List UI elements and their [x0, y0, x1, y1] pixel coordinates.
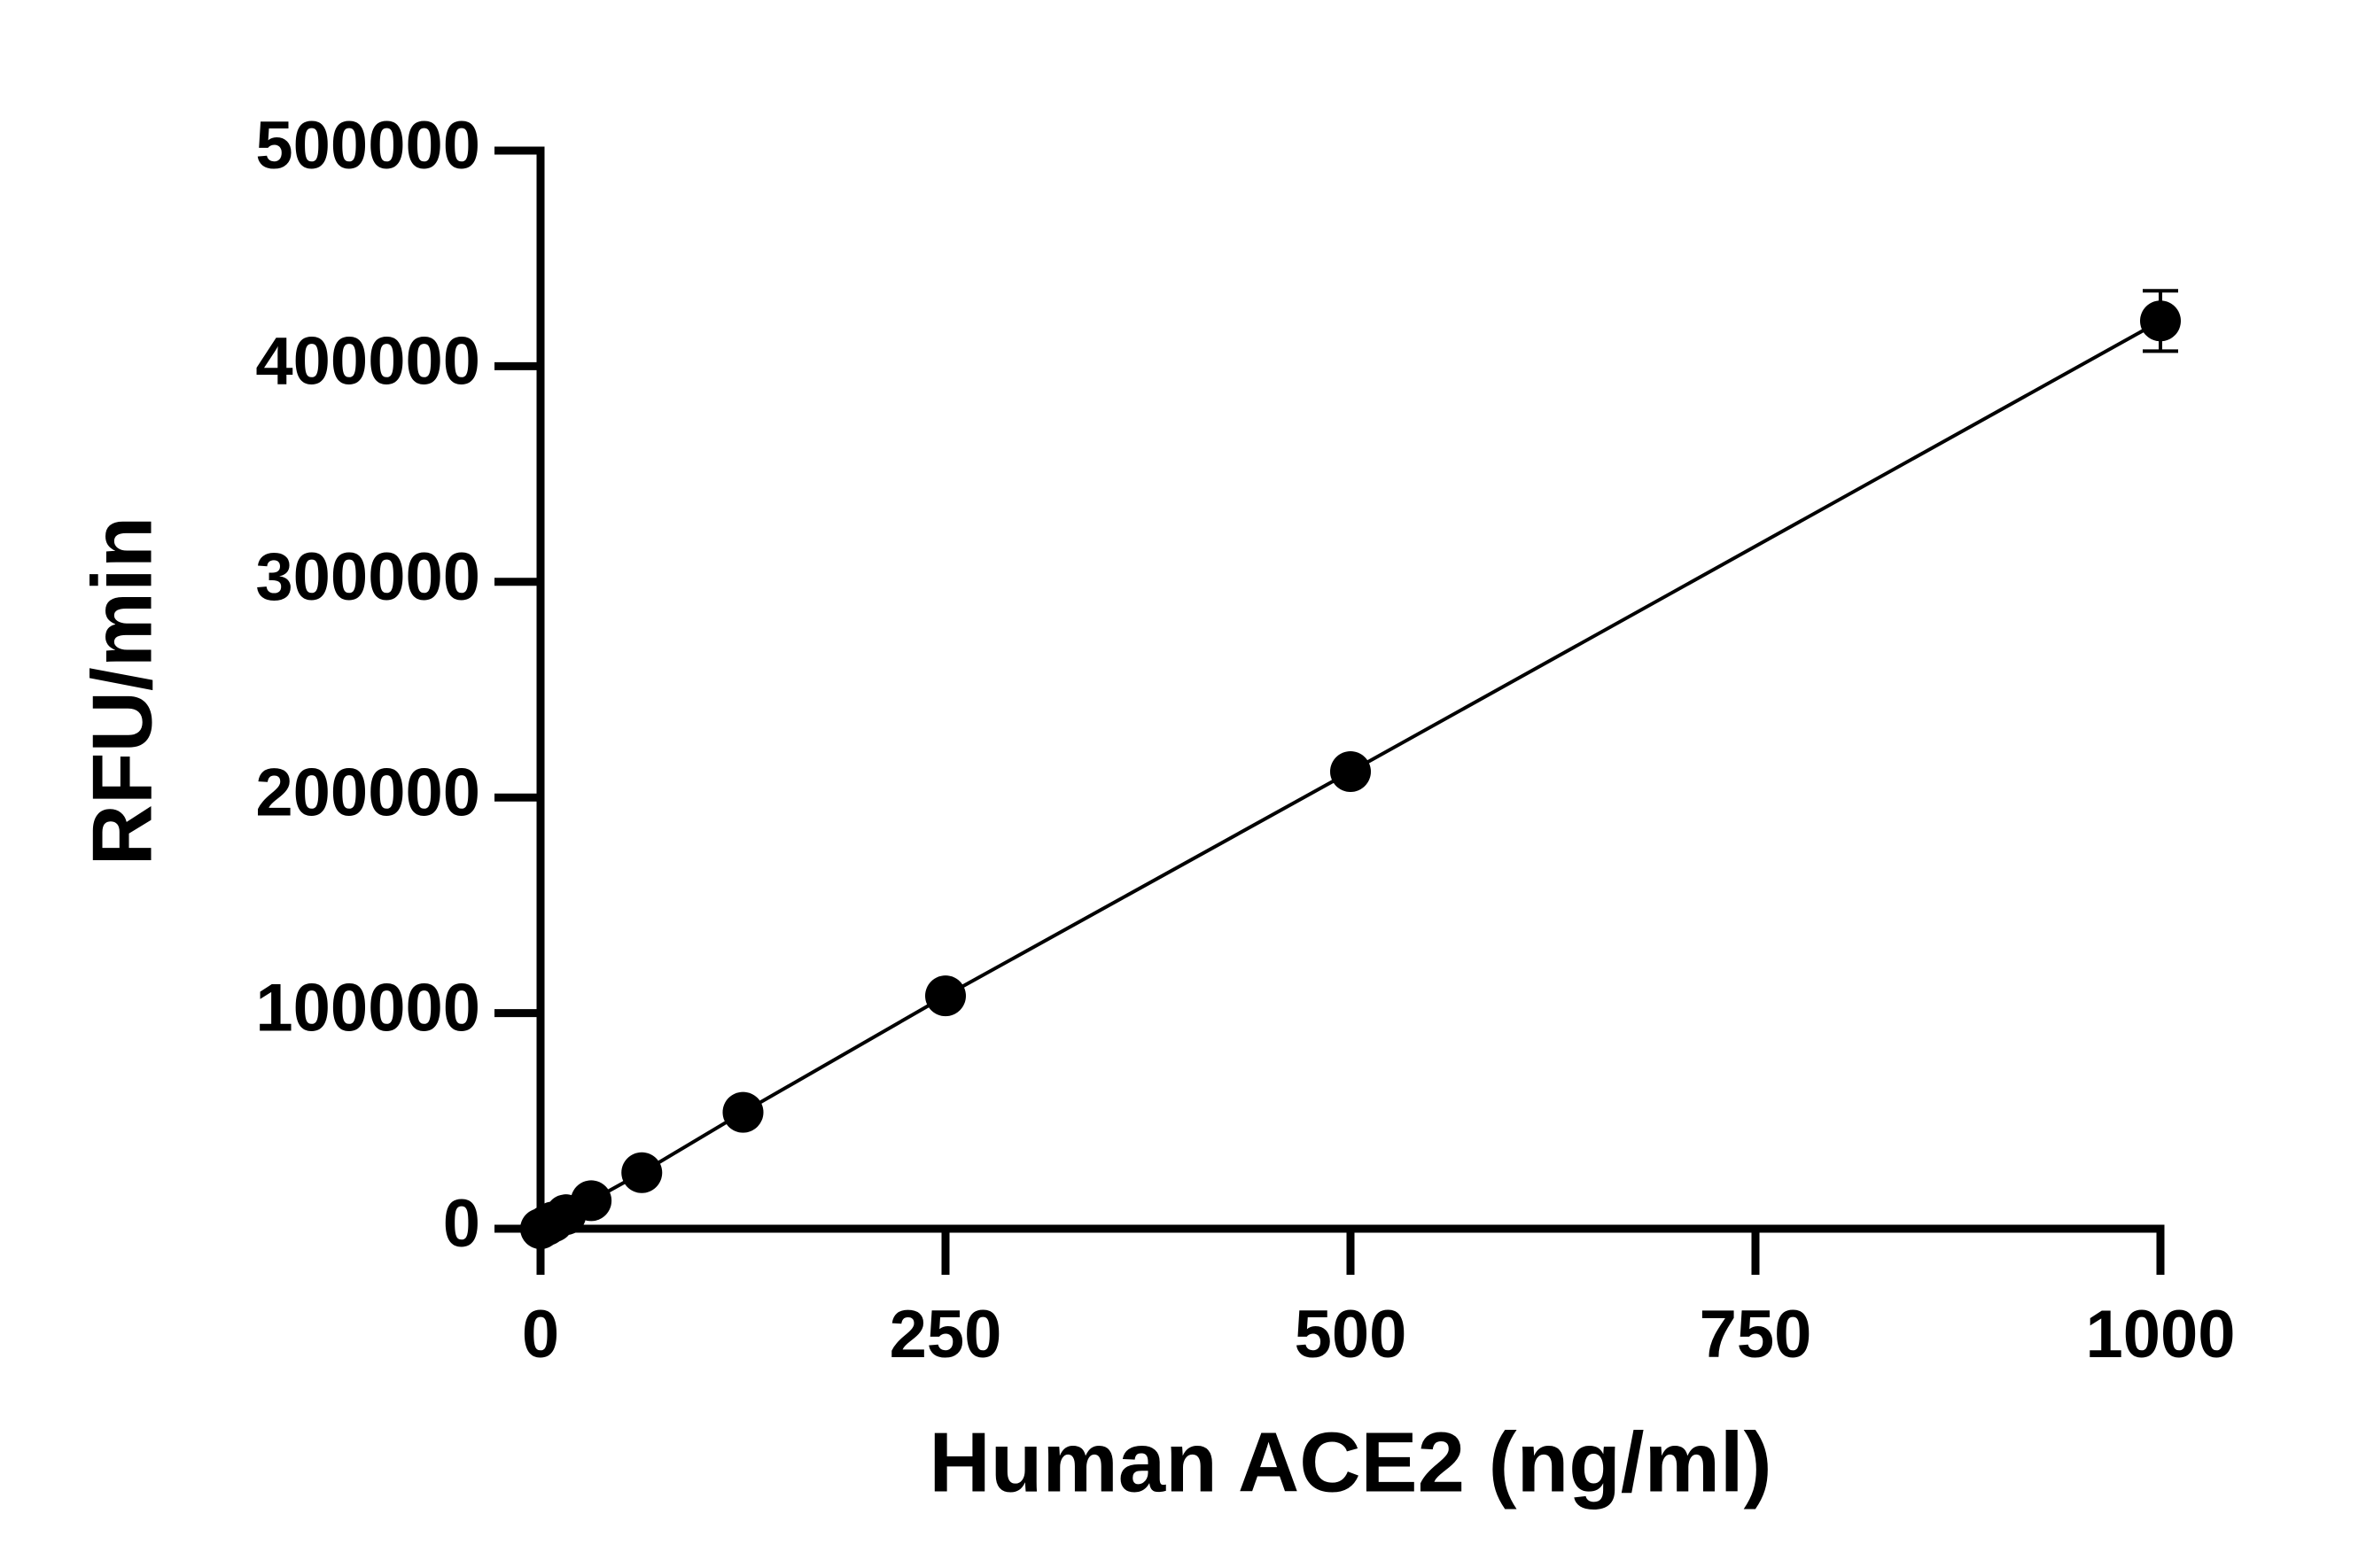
y-tick-label: 400000 [255, 323, 480, 399]
y-axis-title: RFU/min [74, 516, 169, 866]
x-tick-label: 1000 [2085, 1297, 2235, 1372]
data-point [571, 1180, 612, 1222]
data-point [2140, 300, 2181, 342]
x-tick-label: 250 [890, 1297, 1002, 1372]
x-tick-label: 750 [1700, 1297, 1812, 1372]
data-point [722, 1091, 764, 1133]
data-point [621, 1152, 663, 1193]
x-axis-title: Human ACE2 (ng/ml) [929, 1415, 1771, 1510]
y-tick-label: 0 [443, 1186, 480, 1261]
y-tick-label: 100000 [255, 971, 480, 1046]
x-tick-label: 0 [522, 1297, 559, 1372]
y-tick-label: 300000 [255, 539, 480, 615]
data-point [925, 975, 966, 1017]
x-tick-label: 500 [1295, 1297, 1407, 1372]
data-point [1330, 750, 1371, 792]
y-tick-label: 200000 [255, 755, 480, 830]
y-tick-label: 500000 [255, 108, 480, 183]
